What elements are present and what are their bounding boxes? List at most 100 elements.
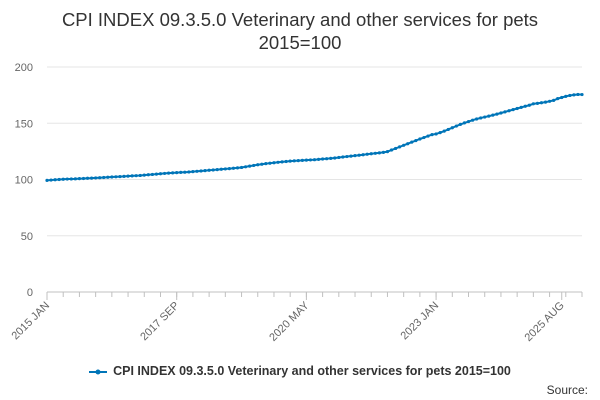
data-point xyxy=(527,103,531,107)
data-point xyxy=(414,138,418,143)
data-point xyxy=(272,161,276,165)
data-point xyxy=(389,148,394,152)
data-point xyxy=(503,110,507,114)
data-point xyxy=(406,142,410,146)
data-point xyxy=(183,170,187,174)
data-point xyxy=(248,164,252,168)
data-point xyxy=(418,137,422,141)
legend-swatch-marker xyxy=(95,369,101,375)
legend[interactable]: CPI INDEX 09.3.5.0 Veterinary and other … xyxy=(0,364,600,378)
data-point xyxy=(507,109,511,113)
data-point xyxy=(564,94,568,98)
data-point xyxy=(280,160,284,164)
x-tick-label-3: 2023 JAN xyxy=(399,300,442,343)
data-point xyxy=(57,177,61,182)
data-point xyxy=(377,151,381,155)
data-point xyxy=(337,155,341,160)
data-point xyxy=(539,101,544,105)
data-point xyxy=(118,174,122,179)
data-point xyxy=(296,159,300,163)
data-point xyxy=(308,158,313,162)
data-point xyxy=(381,150,385,154)
data-point xyxy=(162,171,167,176)
data-point xyxy=(223,167,227,171)
data-point xyxy=(523,104,527,108)
data-point xyxy=(53,178,57,182)
data-point xyxy=(398,145,402,149)
data-point xyxy=(134,174,138,178)
data-point xyxy=(195,169,199,173)
data-point xyxy=(385,150,390,154)
data-point xyxy=(171,171,175,175)
data-point xyxy=(207,168,211,172)
data-point xyxy=(487,114,491,118)
data-point xyxy=(126,174,130,178)
data-point xyxy=(203,169,207,173)
data-point xyxy=(572,93,576,97)
data-point xyxy=(300,158,304,162)
data-point xyxy=(239,165,244,170)
data-point xyxy=(175,171,179,175)
data-point xyxy=(304,158,308,162)
data-point xyxy=(402,143,406,147)
data-point xyxy=(483,115,487,119)
chart-title-line1: CPI INDEX 09.3.5.0 Veterinary and other … xyxy=(61,9,539,30)
data-point xyxy=(365,152,369,156)
data-point xyxy=(442,129,446,133)
data-point xyxy=(547,99,552,103)
data-point xyxy=(312,158,317,162)
data-point xyxy=(361,153,365,157)
data-point xyxy=(333,156,337,160)
y-tick-label-4: 200 xyxy=(15,62,33,74)
data-point xyxy=(410,140,414,144)
source-label: Source: xyxy=(546,383,588,397)
data-point xyxy=(560,95,564,100)
data-point xyxy=(531,102,535,106)
data-point xyxy=(98,176,102,180)
data-point xyxy=(106,175,110,179)
data-point xyxy=(325,157,329,161)
data-point xyxy=(89,176,94,180)
data-point xyxy=(69,177,73,181)
data-point xyxy=(284,159,288,164)
data-point xyxy=(77,177,82,181)
data-point xyxy=(393,146,398,151)
data-point xyxy=(288,159,292,163)
data-point xyxy=(466,119,471,124)
data-point xyxy=(146,173,150,177)
data-point xyxy=(268,161,272,165)
data-point xyxy=(142,173,146,177)
data-point xyxy=(321,157,325,161)
data-point xyxy=(470,118,475,122)
data-point xyxy=(511,108,515,112)
legend-swatch-icon xyxy=(89,369,108,375)
data-point xyxy=(85,176,90,180)
data-point xyxy=(519,105,523,109)
data-point xyxy=(499,111,503,115)
data-point xyxy=(276,160,280,164)
data-point xyxy=(580,92,584,97)
series-line xyxy=(46,93,583,182)
data-point xyxy=(227,166,231,171)
data-point xyxy=(495,112,499,116)
y-tick-label-2: 100 xyxy=(15,175,33,187)
data-point xyxy=(166,171,171,175)
data-point xyxy=(235,166,240,170)
data-point xyxy=(215,168,219,172)
data-point xyxy=(191,170,195,174)
y-tick-label-1: 50 xyxy=(21,231,33,243)
data-point xyxy=(475,117,479,121)
data-point xyxy=(576,92,580,97)
x-tick-label-0: 2015 JAN xyxy=(9,300,52,343)
data-point xyxy=(61,177,65,181)
data-point xyxy=(231,166,236,170)
data-point xyxy=(373,151,377,155)
data-point xyxy=(369,152,373,156)
data-point xyxy=(454,124,458,128)
data-point xyxy=(45,178,49,182)
data-point xyxy=(568,93,572,98)
chart-title: CPI INDEX 09.3.5.0 Veterinary and other … xyxy=(0,8,600,54)
data-point xyxy=(94,176,98,180)
data-point xyxy=(450,126,454,130)
